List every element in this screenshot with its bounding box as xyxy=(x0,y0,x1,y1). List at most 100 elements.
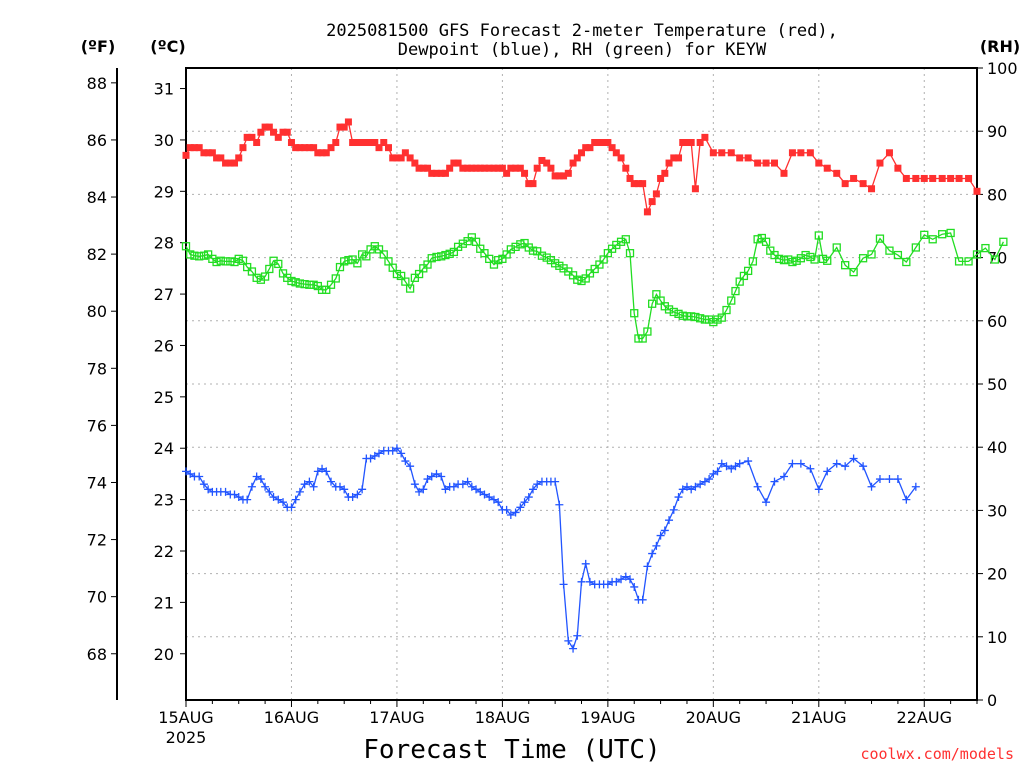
temperature-point xyxy=(231,159,239,167)
rh-point xyxy=(717,313,726,322)
rh-point xyxy=(999,237,1008,246)
temperature-point xyxy=(797,149,805,157)
dewpoint-point xyxy=(674,493,683,502)
temperature-point xyxy=(274,133,282,141)
c-tick-label: 27 xyxy=(154,285,174,304)
temperature-point xyxy=(186,144,194,152)
temperature-point xyxy=(691,185,699,193)
dewpoint-point xyxy=(516,503,525,512)
temperature-line xyxy=(185,120,978,215)
dewpoint-point xyxy=(419,485,428,494)
rh-point xyxy=(392,269,402,279)
rh-point xyxy=(322,285,331,294)
f-tick-label: 68 xyxy=(87,645,107,664)
dewpoint-point xyxy=(467,482,476,491)
rh-point xyxy=(476,244,485,253)
temperature-point xyxy=(344,118,352,126)
dewpoint-point xyxy=(779,472,788,481)
temperature-point xyxy=(938,174,946,182)
rh-point xyxy=(972,250,982,259)
rh-unit-label: (RH) xyxy=(980,37,1020,56)
f-tick-label: 84 xyxy=(87,188,107,207)
rh-point xyxy=(682,312,692,321)
rh-point xyxy=(550,259,560,268)
rh-tick-label: 30 xyxy=(987,501,1007,520)
rh-point xyxy=(669,307,678,317)
temperature-point xyxy=(929,174,937,182)
rh-point xyxy=(568,271,578,280)
x-tick-label: 16AUG xyxy=(264,708,319,727)
dewpoint-point xyxy=(687,485,696,494)
dewpoint-point xyxy=(195,472,204,481)
temperature-point xyxy=(428,169,436,177)
temperature-point xyxy=(586,144,594,152)
temperature-point xyxy=(226,159,234,167)
temperature-point xyxy=(217,154,225,162)
dewpoint-point xyxy=(796,459,805,468)
temperature-point xyxy=(538,156,546,164)
temperature-point xyxy=(612,149,620,157)
rh-point xyxy=(199,251,209,260)
dewpoint-point xyxy=(502,505,511,514)
rh-point xyxy=(300,279,309,289)
rh-point xyxy=(766,246,775,255)
temperature-point xyxy=(727,149,735,157)
temperature-point xyxy=(257,128,265,136)
dewpoint-point xyxy=(449,482,458,491)
rh-point xyxy=(203,250,213,259)
rh-point xyxy=(648,299,657,308)
f-tick-label: 72 xyxy=(87,531,107,550)
temperature-point xyxy=(301,144,309,152)
rh-point xyxy=(423,260,432,269)
temperature-point xyxy=(555,172,563,180)
temperature-point xyxy=(617,154,625,162)
rh-tick-label: 0 xyxy=(987,691,997,710)
temperature-point xyxy=(384,144,392,152)
dewpoint-point xyxy=(327,477,336,486)
rh-point xyxy=(374,245,384,254)
temperature-point xyxy=(859,180,867,188)
temperature-point xyxy=(243,133,251,141)
dewpoint-point xyxy=(199,480,208,489)
rh-point xyxy=(964,257,973,266)
dewpoint-point xyxy=(406,462,415,471)
temperature-point xyxy=(973,187,981,195)
rh-point xyxy=(696,314,705,323)
dewpoint-point xyxy=(269,493,278,502)
rh-point xyxy=(841,261,850,270)
f-tick-label: 70 xyxy=(87,588,107,607)
temperature-point xyxy=(332,139,340,147)
rh-point xyxy=(775,254,784,264)
dewpoint-point xyxy=(295,487,304,496)
rh-tick-label: 60 xyxy=(987,312,1007,331)
rh-point xyxy=(437,252,446,261)
rh-point xyxy=(243,262,252,272)
dewpoint-point xyxy=(358,485,367,494)
temperature-point xyxy=(521,169,529,177)
temperature-point xyxy=(371,139,379,147)
rh-point xyxy=(226,257,235,266)
c-tick-label: 20 xyxy=(154,645,174,664)
dewpoint-point xyxy=(875,475,884,484)
rh-point xyxy=(247,267,257,276)
rh-point xyxy=(753,235,762,244)
dewpoint-point xyxy=(279,498,288,507)
temperature-point xyxy=(200,149,208,157)
temperature-point xyxy=(683,139,691,147)
rh-point xyxy=(511,242,520,252)
dewpoint-point xyxy=(182,467,190,476)
temperature-point xyxy=(547,164,555,172)
dewpoint-point xyxy=(370,451,379,460)
dewpoint-point xyxy=(340,485,349,494)
rh-point xyxy=(291,278,300,287)
temperature-point xyxy=(450,159,458,167)
temperature-point xyxy=(551,172,559,180)
c-tick-label: 31 xyxy=(154,80,174,99)
rh-point xyxy=(810,255,819,264)
temperature-point xyxy=(279,128,287,136)
dewpoint-point xyxy=(348,493,357,502)
temperature-point xyxy=(709,149,717,157)
rh-point xyxy=(727,296,736,305)
rh-point xyxy=(335,262,345,272)
rh-point xyxy=(555,261,564,270)
